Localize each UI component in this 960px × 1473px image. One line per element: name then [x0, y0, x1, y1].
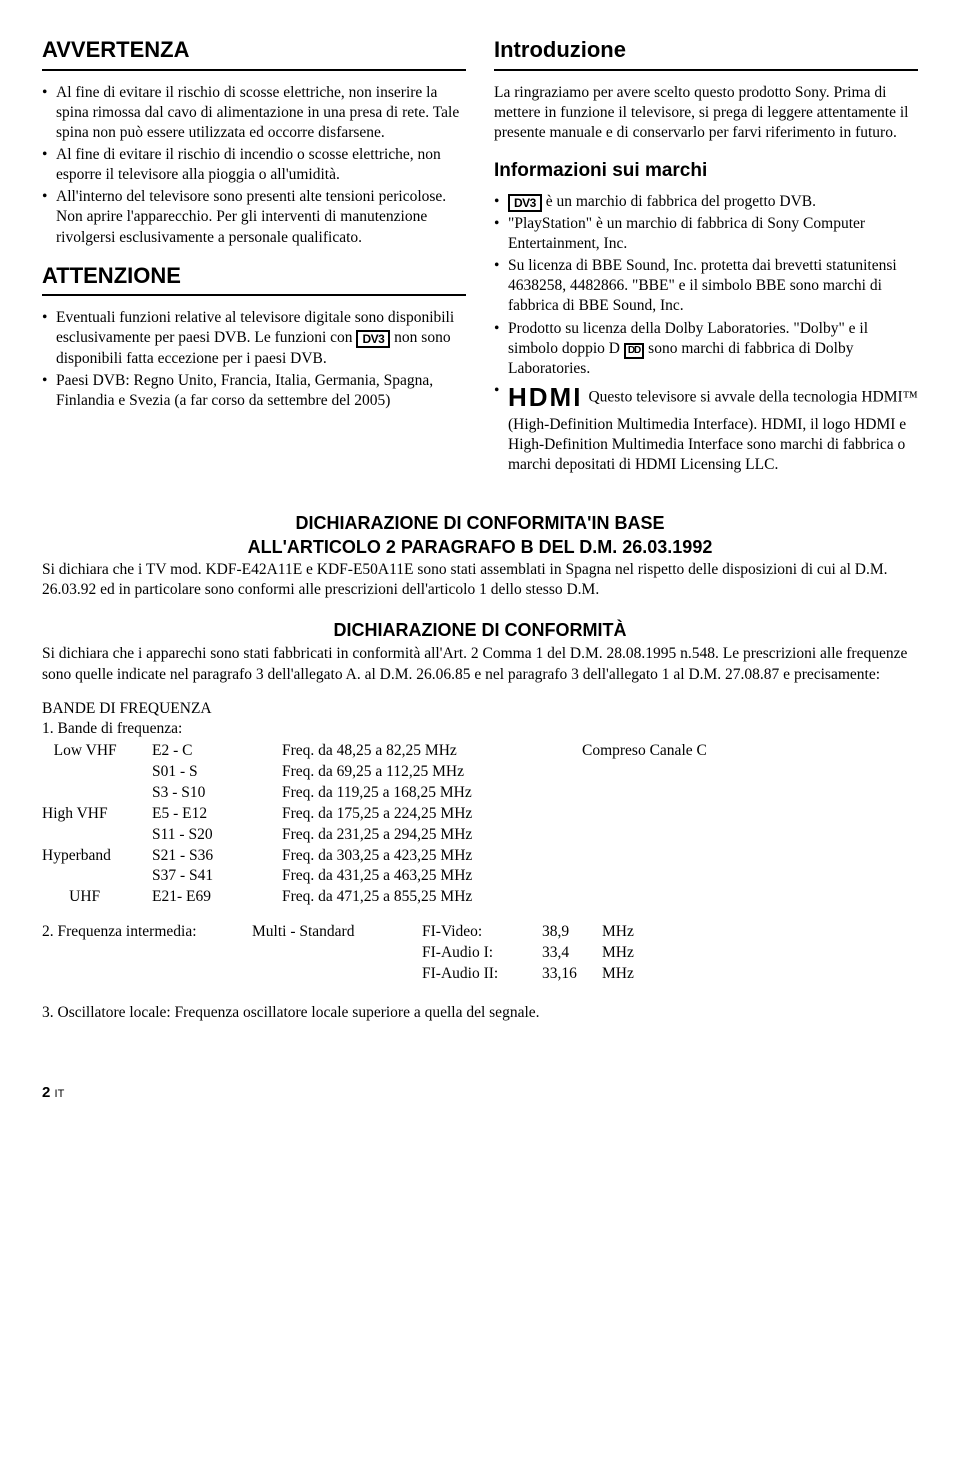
- frequency-range: Freq. da 303,25 a 423,25 MHz: [282, 846, 582, 867]
- frequency-note: [582, 825, 918, 846]
- frequency-range: Freq. da 175,25 a 224,25 MHz: [282, 804, 582, 825]
- frequency-row: S37 - S41Freq. da 431,25 a 463,25 MHz: [42, 866, 918, 887]
- fi-unit: MHz: [602, 943, 648, 964]
- intro-paragraph: La ringraziamo per avere scelto questo p…: [494, 83, 918, 143]
- fi-key: FI-Audio I:: [422, 943, 542, 964]
- fi-key: FI-Video:: [422, 922, 542, 943]
- avvertenza-item: Al fine di evitare il rischio di incendi…: [42, 145, 466, 185]
- frequency-range: Freq. da 119,25 a 168,25 MHz: [282, 783, 582, 804]
- dolby-logo-icon: DD: [624, 343, 644, 359]
- hdmi-logo-icon: HDMI: [508, 381, 582, 415]
- band-name: High VHF: [42, 804, 152, 825]
- frequency-row: High VHFE5 - E12Freq. da 175,25 a 224,25…: [42, 804, 918, 825]
- channel-range: E21- E69: [152, 887, 282, 908]
- fi-val: 33,4: [542, 943, 602, 964]
- avvertenza-list: Al fine di evitare il rischio di scosse …: [42, 83, 466, 248]
- bande-label: 1. Bande di frequenza:: [42, 719, 918, 739]
- page-number: 2: [42, 1084, 50, 1101]
- attenzione-item: Paesi DVB: Regno Unito, Francia, Italia,…: [42, 371, 466, 411]
- channel-range: S3 - S10: [152, 783, 282, 804]
- frequency-row: S3 - S10Freq. da 119,25 a 168,25 MHz: [42, 783, 918, 804]
- marchi-item: Su licenza di BBE Sound, Inc. protetta d…: [494, 256, 918, 316]
- marchi-item: DV3 è un marchio di fabbrica del progett…: [494, 192, 918, 212]
- oscillator-paragraph: 3. Oscillatore locale: Frequenza oscilla…: [42, 1003, 918, 1023]
- marchi-item: "PlayStation" è un marchio di fabbrica d…: [494, 214, 918, 254]
- frequency-note: Compreso Canale C: [582, 741, 918, 762]
- frequency-note: [582, 846, 918, 867]
- frequency-row: S01 - SFreq. da 69,25 a 112,25 MHz: [42, 762, 918, 783]
- band-name: UHF: [42, 887, 152, 908]
- attenzione-list: Eventuali funzioni relative al televisor…: [42, 308, 466, 411]
- band-name: [42, 825, 152, 846]
- band-name: Hyperband: [42, 846, 152, 867]
- frequency-range: Freq. da 69,25 a 112,25 MHz: [282, 762, 582, 783]
- channel-range: E2 - C: [152, 741, 282, 762]
- frequency-range: Freq. da 48,25 a 82,25 MHz: [282, 741, 582, 762]
- dvb-logo-icon: DV3: [508, 194, 542, 212]
- text: è un marchio di fabbrica del progetto DV…: [542, 193, 816, 210]
- band-name: [42, 783, 152, 804]
- frequency-range: Freq. da 231,25 a 294,25 MHz: [282, 825, 582, 846]
- channel-range: E5 - E12: [152, 804, 282, 825]
- band-name: Low VHF: [42, 741, 152, 762]
- fi-key: FI-Audio II:: [422, 964, 542, 985]
- frequency-row: Low VHFE2 - CFreq. da 48,25 a 82,25 MHzC…: [42, 741, 918, 762]
- avvertenza-item: Al fine di evitare il rischio di scosse …: [42, 83, 466, 143]
- channel-range: S01 - S: [152, 762, 282, 783]
- frequency-note: [582, 866, 918, 887]
- bande-heading: BANDE DI FREQUENZA: [42, 699, 918, 719]
- heading-attenzione: ATTENZIONE: [42, 262, 466, 297]
- declaration-heading-2: DICHIARAZIONE DI CONFORMITÀ: [42, 618, 918, 642]
- fi-val: 33,16: [542, 964, 602, 985]
- heading-avvertenza: AVVERTENZA: [42, 36, 466, 71]
- dvb-logo-icon: DV3: [356, 330, 390, 348]
- channel-range: S21 - S36: [152, 846, 282, 867]
- attenzione-item: Eventuali funzioni relative al televisor…: [42, 308, 466, 368]
- frequency-note: [582, 887, 918, 908]
- fi-unit: MHz: [602, 964, 648, 985]
- marchi-item: HDMI Questo televisore si avvale della te…: [494, 381, 918, 475]
- fi-unit: MHz: [602, 922, 648, 943]
- avvertenza-item: All'interno del televisore sono presenti…: [42, 187, 466, 247]
- band-name: [42, 762, 152, 783]
- page-footer: 2 IT: [42, 1083, 918, 1103]
- frequency-row: UHFE21- E69Freq. da 471,25 a 855,25 MHz: [42, 887, 918, 908]
- frequency-row: HyperbandS21 - S36Freq. da 303,25 a 423,…: [42, 846, 918, 867]
- text: Questo televisore si avvale della tecnol…: [588, 388, 861, 405]
- frequency-note: [582, 783, 918, 804]
- channel-range: S37 - S41: [152, 866, 282, 887]
- heading-introduzione: Introduzione: [494, 36, 918, 71]
- marchi-list: DV3 è un marchio di fabbrica del progett…: [494, 192, 918, 475]
- frequency-range: Freq. da 431,25 a 463,25 MHz: [282, 866, 582, 887]
- declaration-paragraph-2: Si dichiara che i apparechi sono stati f…: [42, 644, 918, 684]
- heading-marchi: Informazioni sui marchi: [494, 159, 918, 184]
- declaration-paragraph-1: Si dichiara che i TV mod. KDF-E42A11E e …: [42, 560, 918, 600]
- declaration-heading-1b: ALL'ARTICOLO 2 PARAGRAFO B DEL D.M. 26.0…: [42, 535, 918, 559]
- channel-range: S11 - S20: [152, 825, 282, 846]
- frequency-row: S11 - S20Freq. da 231,25 a 294,25 MHz: [42, 825, 918, 846]
- declaration-heading-1a: DICHIARAZIONE DI CONFORMITA'IN BASE: [42, 511, 918, 535]
- fi-standard: Multi - Standard: [252, 922, 422, 943]
- fi-val: 38,9: [542, 922, 602, 943]
- frequency-note: [582, 804, 918, 825]
- marchi-item: Prodotto su licenza della Dolby Laborato…: [494, 319, 918, 379]
- page-lang: IT: [55, 1088, 65, 1100]
- frequency-range: Freq. da 471,25 a 855,25 MHz: [282, 887, 582, 908]
- intermediate-frequency-table: 2. Frequenza intermedia: Multi - Standar…: [42, 922, 648, 985]
- frequency-table: Low VHFE2 - CFreq. da 48,25 a 82,25 MHzC…: [42, 741, 918, 908]
- frequency-note: [582, 762, 918, 783]
- band-name: [42, 866, 152, 887]
- fi-label: 2. Frequenza intermedia:: [42, 922, 252, 943]
